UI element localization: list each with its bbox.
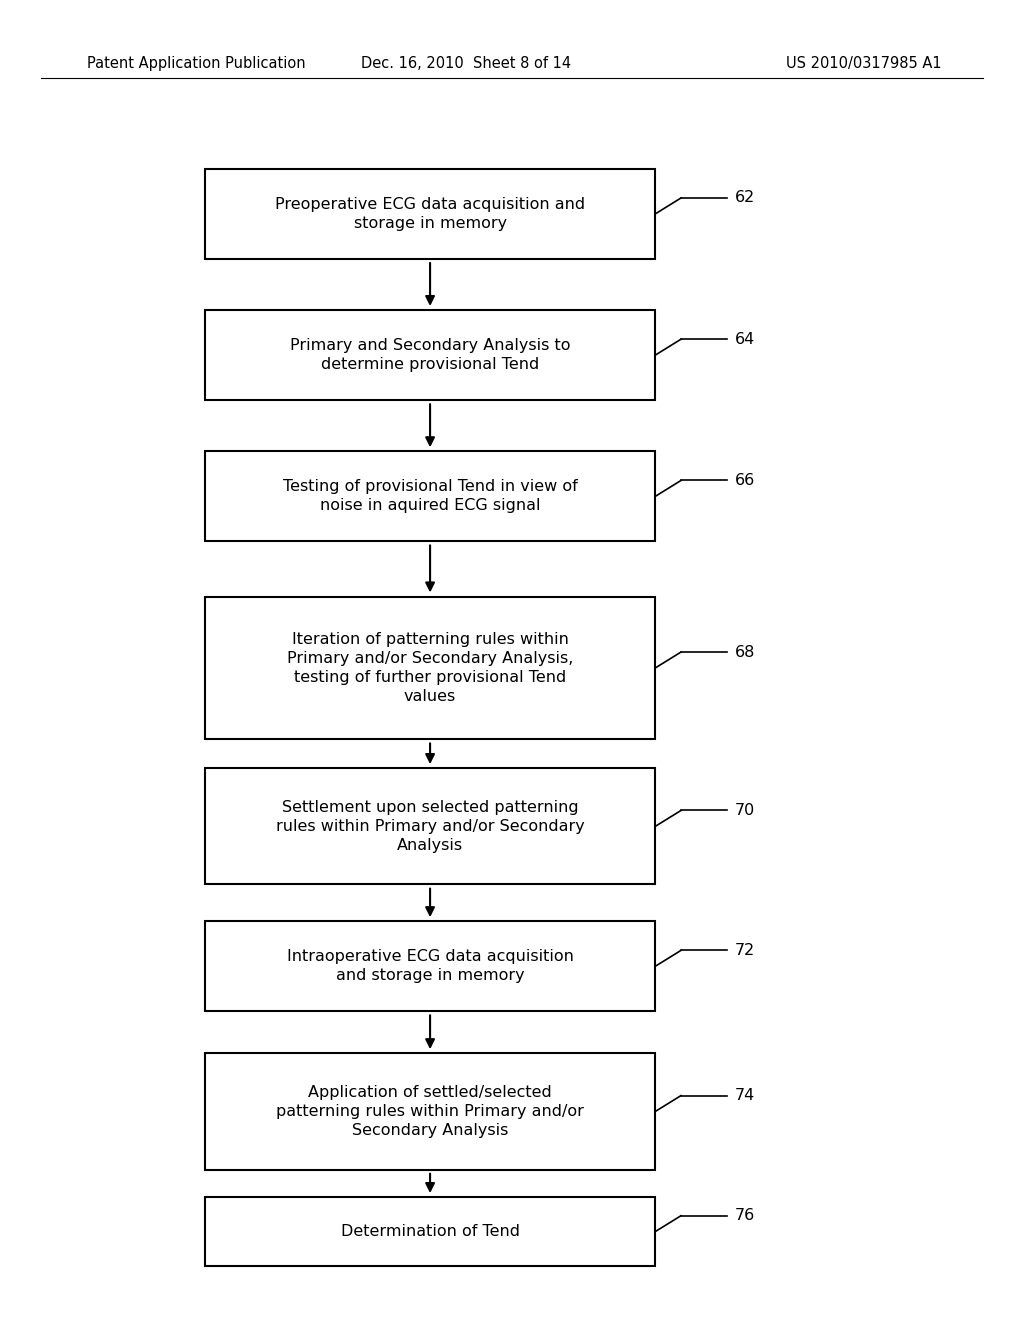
Text: Dec. 16, 2010  Sheet 8 of 14: Dec. 16, 2010 Sheet 8 of 14 bbox=[360, 55, 571, 71]
FancyBboxPatch shape bbox=[205, 169, 655, 259]
FancyBboxPatch shape bbox=[205, 1053, 655, 1170]
Text: 76: 76 bbox=[735, 1208, 756, 1224]
FancyBboxPatch shape bbox=[205, 310, 655, 400]
Text: Preoperative ECG data acquisition and
storage in memory: Preoperative ECG data acquisition and st… bbox=[275, 197, 585, 231]
Text: 74: 74 bbox=[735, 1088, 756, 1104]
Text: 62: 62 bbox=[735, 190, 756, 206]
Text: 64: 64 bbox=[735, 331, 756, 347]
Text: Determination of Tend: Determination of Tend bbox=[341, 1224, 519, 1239]
Text: 66: 66 bbox=[735, 473, 756, 488]
Text: US 2010/0317985 A1: US 2010/0317985 A1 bbox=[786, 55, 942, 71]
Text: Iteration of patterning rules within
Primary and/or Secondary Analysis,
testing : Iteration of patterning rules within Pri… bbox=[287, 632, 573, 704]
Text: Settlement upon selected patterning
rules within Primary and/or Secondary
Analys: Settlement upon selected patterning rule… bbox=[275, 800, 585, 853]
FancyBboxPatch shape bbox=[205, 768, 655, 884]
Text: Intraoperative ECG data acquisition
and storage in memory: Intraoperative ECG data acquisition and … bbox=[287, 949, 573, 983]
Text: 72: 72 bbox=[735, 942, 756, 958]
Text: 68: 68 bbox=[735, 644, 756, 660]
FancyBboxPatch shape bbox=[205, 597, 655, 739]
Text: Testing of provisional Tend in view of
noise in aquired ECG signal: Testing of provisional Tend in view of n… bbox=[283, 479, 578, 513]
Text: 70: 70 bbox=[735, 803, 756, 818]
Text: Primary and Secondary Analysis to
determine provisional Tend: Primary and Secondary Analysis to determ… bbox=[290, 338, 570, 372]
FancyBboxPatch shape bbox=[205, 1197, 655, 1266]
FancyBboxPatch shape bbox=[205, 451, 655, 541]
FancyBboxPatch shape bbox=[205, 921, 655, 1011]
Text: Application of settled/selected
patterning rules within Primary and/or
Secondary: Application of settled/selected patterni… bbox=[276, 1085, 584, 1138]
Text: Patent Application Publication: Patent Application Publication bbox=[87, 55, 306, 71]
